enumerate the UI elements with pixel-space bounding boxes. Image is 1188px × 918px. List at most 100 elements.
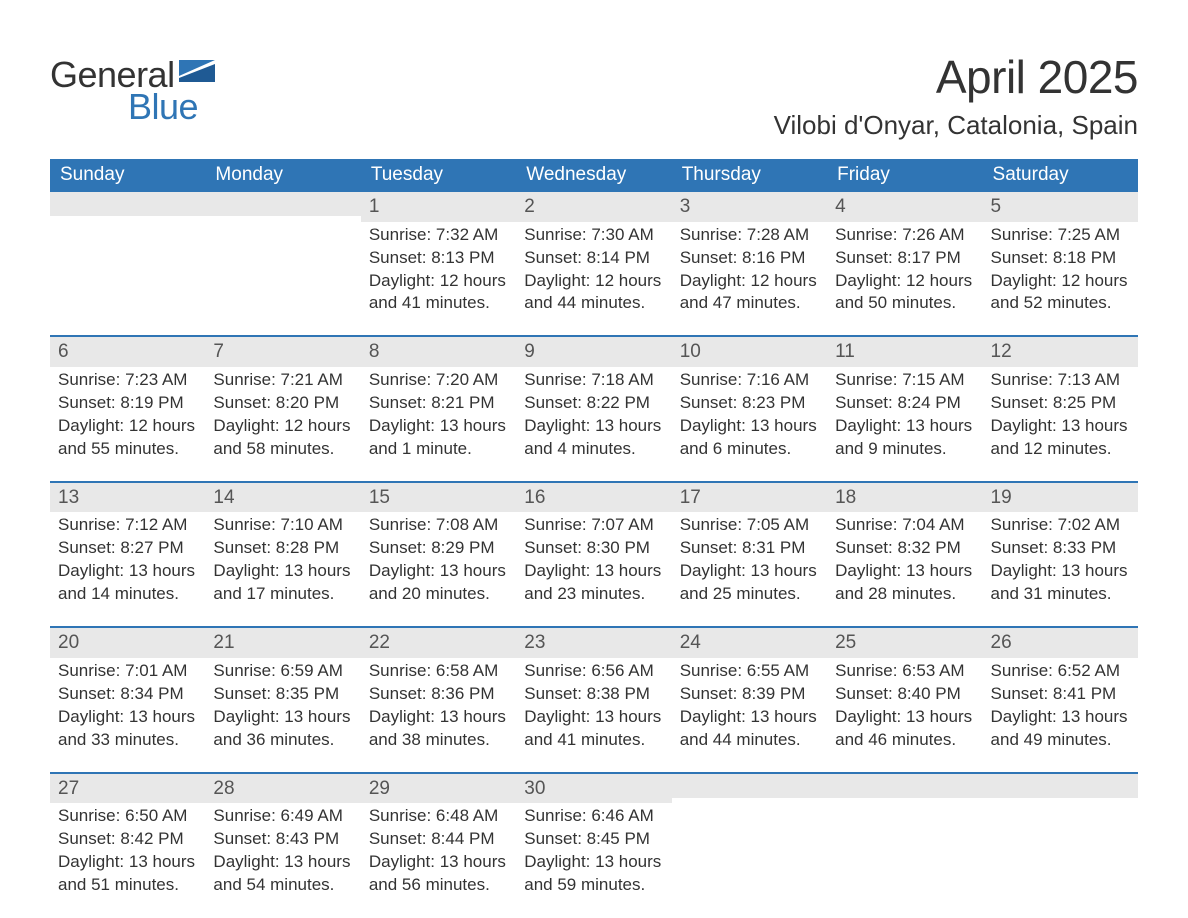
day-sunset: Sunset: 8:28 PM [213, 537, 352, 560]
day-number-row: 28 [205, 774, 360, 804]
day-content: Sunrise: 6:58 AMSunset: 8:36 PMDaylight:… [361, 658, 516, 756]
day-daylight2: and 33 minutes. [58, 729, 197, 752]
day-sunset: Sunset: 8:18 PM [991, 247, 1130, 270]
day-number: 27 [58, 778, 79, 799]
day-sunset: Sunset: 8:32 PM [835, 537, 974, 560]
day-content: Sunrise: 7:04 AMSunset: 8:32 PMDaylight:… [827, 512, 982, 610]
day-sunrise: Sunrise: 6:58 AM [369, 660, 508, 683]
day-sunset: Sunset: 8:27 PM [58, 537, 197, 560]
day-cell: 14Sunrise: 7:10 AMSunset: 8:28 PMDayligh… [205, 483, 360, 610]
day-number: 18 [835, 487, 856, 508]
day-content: Sunrise: 7:21 AMSunset: 8:20 PMDaylight:… [205, 367, 360, 465]
day-cell: 20Sunrise: 7:01 AMSunset: 8:34 PMDayligh… [50, 628, 205, 755]
day-sunset: Sunset: 8:35 PM [213, 683, 352, 706]
day-daylight1: Daylight: 13 hours [991, 560, 1130, 583]
day-content: Sunrise: 6:49 AMSunset: 8:43 PMDaylight:… [205, 803, 360, 901]
day-number-row: 19 [983, 483, 1138, 513]
day-content: Sunrise: 6:52 AMSunset: 8:41 PMDaylight:… [983, 658, 1138, 756]
day-cell: 5 Sunrise: 7:25 AMSunset: 8:18 PMDaylight… [983, 192, 1138, 319]
day-daylight2: and 50 minutes. [835, 292, 974, 315]
day-daylight1: Daylight: 13 hours [991, 706, 1130, 729]
week-row: 13Sunrise: 7:12 AMSunset: 8:27 PMDayligh… [50, 481, 1138, 610]
day-content: Sunrise: 6:46 AMSunset: 8:45 PMDaylight:… [516, 803, 671, 901]
day-number-row [983, 774, 1138, 798]
day-daylight1: Daylight: 13 hours [991, 415, 1130, 438]
day-content: Sunrise: 7:05 AMSunset: 8:31 PMDaylight:… [672, 512, 827, 610]
day-cell: 7 Sunrise: 7:21 AMSunset: 8:20 PMDaylight… [205, 337, 360, 464]
day-number: 16 [524, 487, 545, 508]
day-daylight2: and 12 minutes. [991, 438, 1130, 461]
day-daylight1: Daylight: 13 hours [213, 851, 352, 874]
day-sunset: Sunset: 8:42 PM [58, 828, 197, 851]
day-number: 4 [835, 196, 846, 217]
day-sunset: Sunset: 8:13 PM [369, 247, 508, 270]
day-number-row: 27 [50, 774, 205, 804]
day-cell: 6Sunrise: 7:23 AMSunset: 8:19 PMDaylight… [50, 337, 205, 464]
day-sunrise: Sunrise: 7:15 AM [835, 369, 974, 392]
day-number-row: 11 [827, 337, 982, 367]
day-number-row: 17 [672, 483, 827, 513]
day-cell: 29Sunrise: 6:48 AMSunset: 8:44 PMDayligh… [361, 774, 516, 901]
day-number: 13 [58, 487, 79, 508]
day-cell: 19Sunrise: 7:02 AMSunset: 8:33 PMDayligh… [983, 483, 1138, 610]
day-sunrise: Sunrise: 6:59 AM [213, 660, 352, 683]
day-sunrise: Sunrise: 7:25 AM [991, 224, 1130, 247]
day-daylight1: Daylight: 13 hours [524, 706, 663, 729]
day-content: Sunrise: 6:56 AMSunset: 8:38 PMDaylight:… [516, 658, 671, 756]
day-number-row: 3 [672, 192, 827, 222]
day-sunrise: Sunrise: 7:16 AM [680, 369, 819, 392]
day-daylight1: Daylight: 13 hours [213, 560, 352, 583]
day-sunset: Sunset: 8:24 PM [835, 392, 974, 415]
day-daylight2: and 44 minutes. [524, 292, 663, 315]
day-sunrise: Sunrise: 6:48 AM [369, 805, 508, 828]
day-number: 5 [991, 196, 1002, 217]
day-sunset: Sunset: 8:38 PM [524, 683, 663, 706]
day-number: 23 [524, 632, 545, 653]
day-number: 21 [213, 632, 234, 653]
day-daylight2: and 41 minutes. [369, 292, 508, 315]
day-number-row: 21 [205, 628, 360, 658]
day-daylight1: Daylight: 12 hours [680, 270, 819, 293]
weekday-header: Friday [827, 159, 982, 192]
day-content: Sunrise: 7:32 AMSunset: 8:13 PMDaylight:… [361, 222, 516, 320]
day-sunrise: Sunrise: 7:28 AM [680, 224, 819, 247]
day-content: Sunrise: 7:15 AMSunset: 8:24 PMDaylight:… [827, 367, 982, 465]
weekday-header-row: Sunday Monday Tuesday Wednesday Thursday… [50, 159, 1138, 192]
day-daylight2: and 9 minutes. [835, 438, 974, 461]
day-daylight2: and 54 minutes. [213, 874, 352, 897]
day-daylight2: and 23 minutes. [524, 583, 663, 606]
day-sunrise: Sunrise: 7:26 AM [835, 224, 974, 247]
day-content: Sunrise: 7:25 AMSunset: 8:18 PMDaylight:… [983, 222, 1138, 320]
day-daylight2: and 4 minutes. [524, 438, 663, 461]
day-number: 24 [680, 632, 701, 653]
weekday-header: Wednesday [516, 159, 671, 192]
day-number-row: 20 [50, 628, 205, 658]
day-number: 7 [213, 341, 224, 362]
day-number-row: 6 [50, 337, 205, 367]
day-number-row: 13 [50, 483, 205, 513]
day-sunset: Sunset: 8:29 PM [369, 537, 508, 560]
day-content [50, 216, 205, 222]
day-daylight1: Daylight: 13 hours [835, 560, 974, 583]
day-number-row: 22 [361, 628, 516, 658]
weekday-header: Monday [205, 159, 360, 192]
day-daylight1: Daylight: 13 hours [58, 706, 197, 729]
day-daylight2: and 31 minutes. [991, 583, 1130, 606]
day-number-row: 24 [672, 628, 827, 658]
day-sunrise: Sunrise: 6:46 AM [524, 805, 663, 828]
day-number-row: 12 [983, 337, 1138, 367]
day-daylight2: and 59 minutes. [524, 874, 663, 897]
day-sunrise: Sunrise: 6:49 AM [213, 805, 352, 828]
day-number-row [672, 774, 827, 798]
week-row: 1Sunrise: 7:32 AMSunset: 8:13 PMDaylight… [50, 192, 1138, 319]
day-daylight1: Daylight: 13 hours [58, 560, 197, 583]
day-daylight1: Daylight: 13 hours [680, 706, 819, 729]
day-cell: 12Sunrise: 7:13 AMSunset: 8:25 PMDayligh… [983, 337, 1138, 464]
day-content: Sunrise: 7:07 AMSunset: 8:30 PMDaylight:… [516, 512, 671, 610]
day-content: Sunrise: 7:20 AMSunset: 8:21 PMDaylight:… [361, 367, 516, 465]
day-daylight1: Daylight: 13 hours [524, 560, 663, 583]
day-sunset: Sunset: 8:16 PM [680, 247, 819, 270]
day-cell: 8Sunrise: 7:20 AMSunset: 8:21 PMDaylight… [361, 337, 516, 464]
day-cell: 1Sunrise: 7:32 AMSunset: 8:13 PMDaylight… [361, 192, 516, 319]
day-sunrise: Sunrise: 7:12 AM [58, 514, 197, 537]
